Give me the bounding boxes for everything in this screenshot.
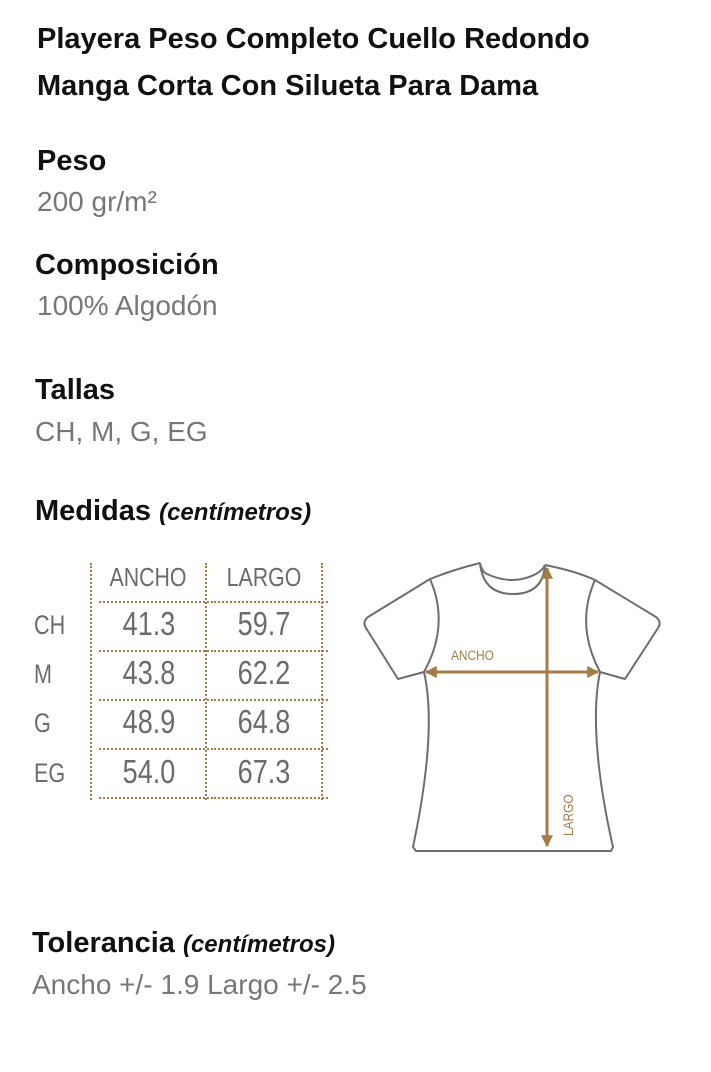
- product-title: Playera Peso Completo Cuello Redondo Man…: [37, 16, 590, 110]
- row-divider: [214, 699, 328, 701]
- medidas-unit: (centímetros): [159, 499, 312, 526]
- row-divider: [99, 601, 213, 603]
- largo-label: LARGO: [560, 794, 576, 836]
- row-divider: [99, 650, 213, 652]
- ancho-value: 54.0: [122, 753, 176, 790]
- largo-value: 64.8: [237, 703, 291, 740]
- ancho-value: 43.8: [122, 654, 176, 691]
- tolerancia-label: Tolerancia: [32, 927, 175, 959]
- largo-value: 59.7: [237, 605, 291, 642]
- table-divider: [205, 563, 207, 800]
- medidas-heading: Medidas (centímetros): [35, 495, 311, 528]
- peso-label: Peso: [37, 145, 107, 177]
- largo-value: 67.3: [237, 753, 291, 790]
- ancho-value: 48.9: [122, 703, 176, 740]
- tallas-label: Tallas: [35, 374, 116, 406]
- tolerancia-heading: Tolerancia (centímetros): [32, 927, 335, 960]
- ancho-label: ANCHO: [451, 647, 494, 663]
- column-header-ancho: ANCHO: [109, 562, 187, 592]
- size-label: CH: [34, 610, 66, 640]
- collar-outer: [479, 562, 546, 595]
- tolerancia-value: Ancho +/- 1.9 Largo +/- 2.5: [32, 969, 367, 1000]
- largo-value: 62.2: [237, 654, 291, 691]
- ancho-value: 41.3: [122, 605, 176, 642]
- column-header-largo: LARGO: [226, 562, 302, 592]
- row-divider: [99, 748, 213, 750]
- size-label: G: [34, 708, 51, 738]
- collar-inner: [479, 562, 546, 581]
- table-divider: [321, 563, 323, 800]
- row-divider: [99, 797, 213, 799]
- row-divider: [99, 699, 213, 701]
- medidas-label: Medidas: [35, 495, 152, 527]
- composicion-label: Composición: [35, 249, 219, 281]
- size-label: M: [34, 659, 52, 689]
- left-armhole: [423, 578, 440, 673]
- row-divider: [214, 650, 328, 652]
- size-label: EG: [34, 758, 66, 788]
- table-divider: [90, 563, 92, 800]
- row-divider: [214, 797, 328, 799]
- title-line-1: Playera Peso Completo Cuello Redondo: [37, 23, 590, 55]
- tolerancia-unit: (centímetros): [182, 931, 335, 958]
- right-armhole: [585, 579, 601, 673]
- title-line-2: Manga Corta Con Silueta Para Dama: [37, 70, 539, 102]
- row-divider: [214, 748, 328, 750]
- composicion-value: 100% Algodón: [37, 290, 218, 321]
- peso-value: 200 gr/m²: [37, 186, 157, 217]
- tallas-value: CH, M, G, EG: [35, 416, 208, 447]
- tshirt-diagram: ANCHO LARGO: [363, 562, 661, 852]
- row-divider: [214, 601, 328, 603]
- tshirt-outline: [363, 562, 661, 852]
